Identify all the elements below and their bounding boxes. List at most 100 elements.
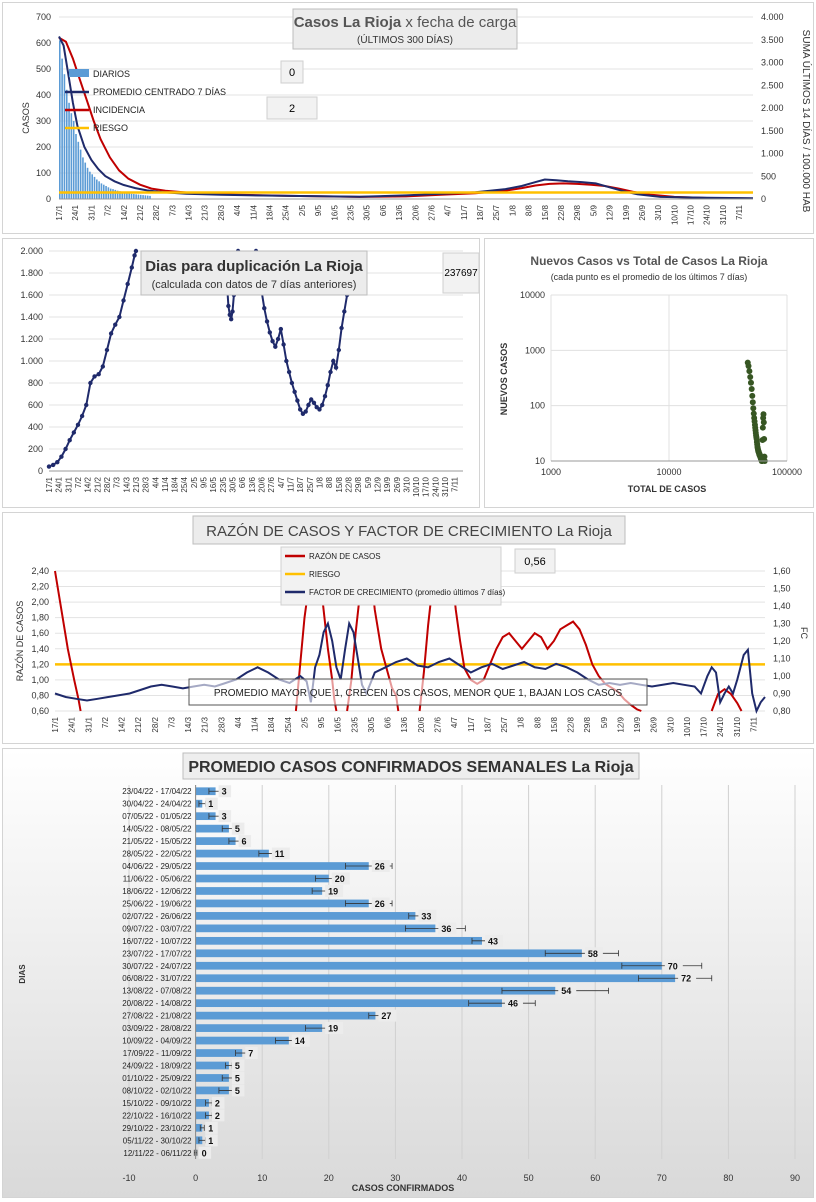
x-tick-label: 1/8 — [315, 476, 324, 488]
semanales-chart: PROMEDIO CASOS CONFIRMADOS SEMANALES La … — [18, 752, 800, 1193]
scatter-point — [749, 399, 756, 406]
y-tick-label: 300 — [36, 116, 51, 126]
bar-diarios — [89, 171, 91, 199]
razon-legend-box — [280, 546, 502, 606]
data-label-box — [484, 934, 503, 947]
y2-tick-label: 1.000 — [761, 149, 784, 159]
legend-riesgo-label: RIESGO — [93, 123, 128, 133]
data-label-box — [378, 1009, 397, 1022]
x-tick-label: 27/6 — [427, 204, 436, 220]
razon-chart: 0,60 0,80 1,00 1,20 1,40 1,60 1,80 2,00 2,20 2,40… — [15, 515, 809, 737]
series-razon — [710, 687, 743, 712]
x-tick-label: 25/4 — [282, 204, 291, 220]
dup-title-box — [140, 250, 368, 296]
bar-diarios — [68, 102, 70, 199]
x-tick-label: 19/9 — [633, 716, 642, 732]
duplicacion-point — [230, 309, 235, 314]
duplicacion-point — [311, 400, 317, 405]
duplicacion-point — [104, 347, 110, 353]
x-tick-label: 23/5 — [346, 204, 355, 220]
y2-tick-label: 0,80 — [773, 706, 791, 716]
x-tick-label: 14/3 — [122, 476, 131, 492]
y-tick-label: 100 — [36, 168, 51, 178]
data-label: 58 — [588, 949, 598, 959]
sem-x-axis-label: CASOS CONFIRMADOS — [352, 1183, 455, 1193]
x-tick-label: 80 — [723, 1173, 733, 1183]
legend-incidencia-label: INCIDENCIA — [93, 105, 145, 115]
category-label: 21/05/22 - 15/05/22 — [122, 837, 192, 846]
duplicacion-point — [55, 460, 60, 465]
data-label: 54 — [561, 986, 571, 996]
duplicacion-point — [339, 325, 344, 331]
duplicacion-point — [88, 380, 93, 386]
bar-diarios — [75, 134, 77, 199]
x-tick-label: 30/5 — [367, 716, 376, 732]
bar-diarios — [128, 193, 130, 199]
x-tick-label: 16/5 — [334, 716, 343, 732]
x-tick-label: 17/1 — [51, 716, 60, 732]
category-label: 15/10/22 - 09/10/22 — [122, 1099, 192, 1108]
x-tick-label: 22/8 — [557, 204, 566, 220]
razon-y2-axis-label: FC — [799, 627, 809, 639]
data-label-box — [664, 959, 683, 972]
y-tick-label: 400 — [28, 422, 43, 432]
casos-subtitle: (ÚLTIMOS 300 DÍAS) — [357, 33, 453, 46]
x-tick-label: 18/7 — [483, 716, 492, 732]
series-duplicacion — [255, 250, 349, 416]
duplicacion-point — [84, 402, 89, 408]
category-label: 02/07/22 - 26/06/22 — [122, 912, 192, 921]
y-tick-label: 10000 — [520, 290, 545, 300]
duplicacion-point — [75, 422, 81, 427]
dup-title: Dias para duplicación La Rioja — [145, 258, 363, 275]
duplicacion-point — [317, 407, 322, 412]
y-tick-label: 2,40 — [31, 566, 49, 576]
bar — [195, 961, 662, 970]
data-label-box — [291, 1034, 310, 1047]
x-tick-label: 40 — [457, 1173, 467, 1183]
x-tick-label: 0 — [193, 1173, 198, 1183]
category-label: 04/06/22 - 29/05/22 — [122, 862, 192, 871]
data-label-box — [231, 1084, 245, 1097]
razon-legend: RAZÓN DE CASOS RIESGO FACTOR DE CRECIMIE… — [280, 546, 506, 606]
x-tick-label: 50 — [524, 1173, 534, 1183]
bar — [195, 1036, 289, 1045]
bar — [195, 1011, 376, 1020]
x-tick-label: 4/7 — [444, 204, 453, 216]
bar — [195, 862, 369, 870]
x-tick-label: 31/1 — [87, 204, 96, 220]
data-label-box — [218, 810, 232, 823]
duplicacion-point — [267, 330, 272, 335]
data-label: 5 — [235, 1061, 240, 1071]
y-tick-label: 0 — [46, 194, 51, 204]
y-tick-label: 1,20 — [31, 659, 49, 669]
duplicacion-point — [303, 409, 308, 414]
x-tick-label: 2/5 — [298, 204, 307, 216]
duplicacion-point — [228, 317, 234, 322]
data-label-box — [325, 884, 344, 897]
x-tick-label: 13/6 — [248, 476, 257, 492]
razon-annotation: PROMEDIO MAYOR QUE 1, CRECEN LOS CASOS, … — [214, 688, 623, 699]
y-tick-label: 1.600 — [20, 290, 43, 300]
category-label: 23/07/22 - 17/07/22 — [122, 949, 192, 958]
bar — [195, 912, 416, 920]
x-tick-label: 5/9 — [364, 476, 373, 488]
x-tick-label: 25/4 — [180, 476, 189, 492]
data-label-box — [245, 1047, 258, 1060]
x-tick-label: 24/1 — [71, 204, 80, 220]
data-label-box — [678, 972, 697, 985]
series-promedio — [58, 36, 754, 200]
duplicacion-point — [264, 319, 270, 324]
x-tick-label: 18/7 — [476, 204, 485, 220]
data-label-box — [211, 1109, 225, 1122]
x-tick-label: 7/2 — [104, 204, 113, 216]
x-tick-label: 17/10 — [700, 716, 709, 737]
x-tick-label: 6/6 — [238, 476, 247, 488]
bar — [195, 974, 676, 983]
y2-tick-label: 0,90 — [773, 689, 791, 699]
y-tick-label: 2,00 — [31, 597, 49, 607]
x-tick-label: 7/3 — [168, 204, 177, 216]
x-tick-label: 5/9 — [589, 204, 598, 216]
x-tick-label: 8/8 — [325, 476, 334, 488]
legend-razon-label: RAZÓN DE CASOS — [309, 552, 381, 561]
x-tick-label: 19/9 — [383, 476, 392, 492]
